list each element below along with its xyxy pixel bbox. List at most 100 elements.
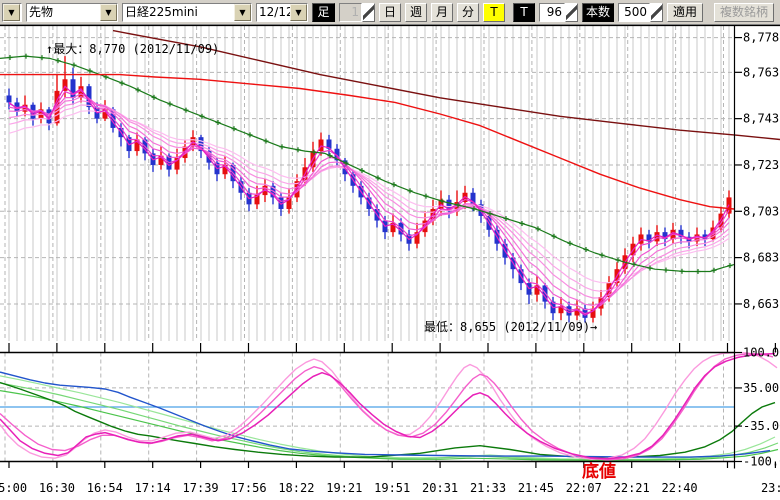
candle-body: [470, 192, 476, 205]
time-axis-label: 16:54: [87, 481, 123, 495]
multi-symbol-button[interactable]: 複数銘柄: [714, 2, 774, 22]
time-axis-label: 18:22: [278, 481, 314, 495]
price-axis-label: 8,703: [743, 204, 779, 218]
ema-ribbon-line: [8, 89, 730, 315]
candle-body: [254, 195, 260, 205]
spinner-icon[interactable]: [565, 2, 578, 22]
candle-body: [286, 197, 292, 209]
green-ma-line: [0, 55, 735, 273]
left-dropdown[interactable]: ▼: [2, 2, 22, 22]
candle-body: [478, 204, 484, 216]
rci-dark-green: [0, 381, 776, 459]
time-axis-label: 17:14: [135, 481, 171, 495]
candle-body: [678, 229, 684, 237]
candle-body: [590, 308, 596, 318]
candle-body: [70, 79, 76, 98]
candle-body: [390, 222, 396, 233]
toolbar: ▼ 先物 ▼ 日経225mini ▼ 12/12 ▼ 足 1 日 週 月 分 T: [0, 0, 780, 25]
candle-body: [318, 139, 324, 152]
ema-ribbon-line: [8, 93, 730, 311]
candle-body: [78, 86, 84, 98]
candle-body: [6, 95, 12, 103]
price-axis-label: 8,763: [743, 65, 779, 79]
candle-body: [566, 306, 572, 316]
time-axis-label: 22:40: [662, 481, 698, 495]
price-axis-label: 8,683: [743, 251, 779, 265]
t-value-input[interactable]: 96: [539, 2, 565, 22]
low-annotation: 最低：8,655 (2012/11/09)→: [424, 320, 597, 334]
time-axis-label: 16:30: [39, 481, 75, 495]
chevron-down-icon[interactable]: ▼: [290, 3, 307, 21]
candle-body: [158, 155, 164, 165]
price-axis-label: 8,663: [743, 297, 779, 311]
time-axis-label: 22:07: [566, 481, 602, 495]
price-axis-label: 8,778: [743, 31, 779, 45]
candle-body: [646, 234, 652, 242]
time-axis-label: 21:45: [518, 481, 554, 495]
candle-body: [718, 213, 724, 228]
candle-body: [326, 139, 332, 149]
oscillator-axis-label: -100.00: [743, 455, 780, 469]
date-dropdown-value: 12/12: [259, 4, 290, 19]
rci-light-green-2: [0, 382, 779, 461]
bar-count-input[interactable]: 500: [618, 2, 650, 22]
t-value-button[interactable]: T: [513, 2, 535, 22]
candle-body: [446, 199, 452, 212]
candle-body: [702, 234, 708, 240]
time-axis-label: 21:33: [470, 481, 506, 495]
interval-input[interactable]: 1: [339, 2, 362, 22]
price-axis-label: 8,723: [743, 158, 779, 172]
price-and-oscillator-chart[interactable]: 8,778 8,763 8,743 8,723 8,703 8,683 8,663 100.0…: [0, 24, 780, 500]
candle-body: [654, 232, 660, 242]
chevron-down-icon[interactable]: ▼: [100, 3, 117, 21]
candle-body: [574, 308, 580, 316]
time-axis-label: 19:51: [374, 481, 410, 495]
period-month-button[interactable]: 月: [431, 2, 453, 22]
period-week-button[interactable]: 週: [405, 2, 427, 22]
tick-mode-button[interactable]: T: [483, 2, 505, 22]
time-axis-label: 23:0: [761, 481, 780, 495]
maroon-ma-line: [112, 29, 780, 141]
ema-ribbon-line: [8, 100, 730, 299]
time-axis-label: 17:56: [230, 481, 266, 495]
candle-body: [22, 104, 28, 112]
rci-light-green-3: [0, 390, 779, 461]
spinner-icon[interactable]: [650, 2, 663, 22]
instrument-dropdown[interactable]: 日経225mini ▼: [122, 2, 252, 22]
oscillator-axis-label: -35.00: [743, 419, 780, 433]
bar-count-button[interactable]: 本数: [582, 2, 614, 22]
candle-body: [278, 197, 284, 209]
instrument-dropdown-value: 日経225mini: [125, 4, 198, 19]
chevron-down-icon[interactable]: ▼: [3, 3, 20, 21]
high-annotation: ↑最大：8,770 (2012/11/09): [46, 42, 219, 56]
bar-type-button[interactable]: 足: [312, 2, 335, 22]
period-minute-button[interactable]: 分: [457, 2, 479, 22]
candle-body: [86, 86, 92, 108]
candle-body: [558, 306, 564, 314]
date-dropdown[interactable]: 12/12 ▼: [256, 2, 308, 22]
market-dropdown[interactable]: 先物 ▼: [26, 2, 118, 22]
oscillator-axis-label: 35.00: [743, 381, 779, 395]
ema-ribbon-line: [8, 85, 730, 316]
time-axis-label: 20:31: [422, 481, 458, 495]
price-axis-label: 8,743: [743, 112, 779, 126]
time-axis-label: 15:00: [0, 481, 27, 495]
period-day-button[interactable]: 日: [379, 2, 401, 22]
candle-body: [662, 232, 668, 240]
candle-body: [334, 148, 340, 161]
chevron-down-icon[interactable]: ▼: [234, 3, 251, 21]
spinner-icon[interactable]: [362, 2, 375, 22]
candle-body: [222, 164, 228, 175]
candle-body: [534, 285, 540, 295]
candle-body: [102, 109, 108, 119]
time-axis-label: 22:21: [614, 481, 650, 495]
rci-magenta: [0, 352, 776, 460]
candle-body: [414, 232, 420, 244]
oscillator-axis-label: 100.00: [743, 346, 780, 360]
chart-area[interactable]: 8,778 8,763 8,743 8,723 8,703 8,683 8,663 100.0…: [0, 24, 780, 500]
candle-body: [134, 139, 140, 152]
time-axis-label: 17:39: [183, 481, 219, 495]
time-axis-label: 19:21: [326, 481, 362, 495]
apply-button[interactable]: 適用: [667, 2, 703, 22]
